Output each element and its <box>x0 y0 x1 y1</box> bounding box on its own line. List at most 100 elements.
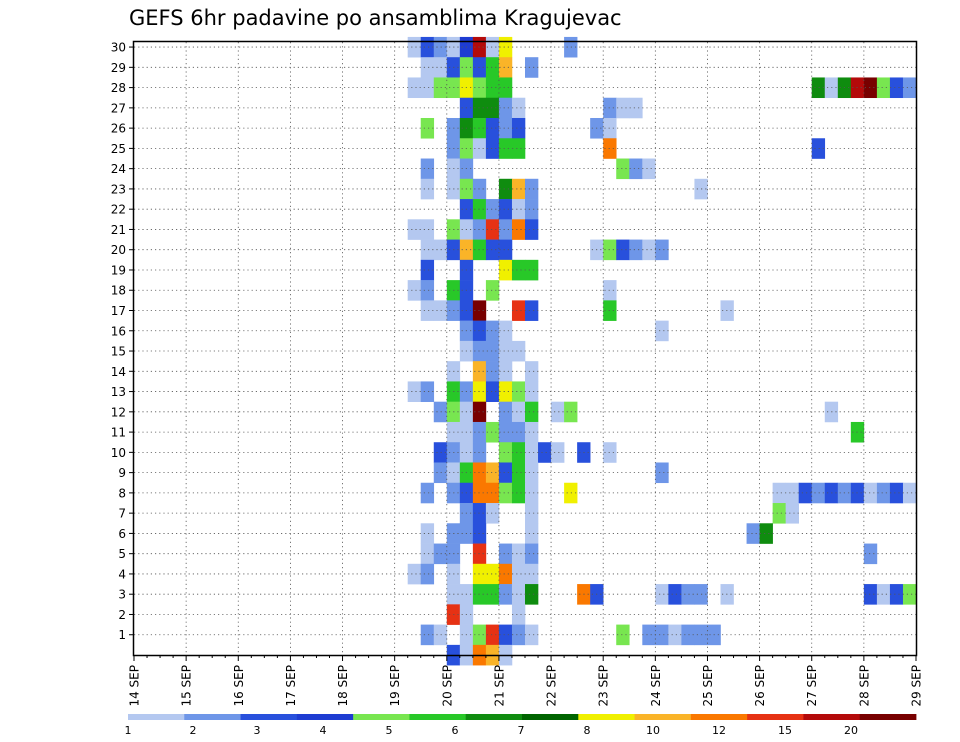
precip-cell <box>511 117 526 139</box>
precip-cell <box>511 259 526 281</box>
precip-cell <box>511 482 526 504</box>
precip-cell <box>642 158 656 180</box>
precip-cell <box>498 624 513 646</box>
chart-title: GEFS 6hr padavine po ansamblima Kragujev… <box>129 6 622 30</box>
y-tick-label: 23 <box>111 182 126 196</box>
precip-cell <box>511 97 526 119</box>
precip-cell <box>511 401 526 423</box>
precip-cell <box>420 178 435 200</box>
colorbar-swatch <box>859 714 917 720</box>
y-tick-label: 16 <box>111 324 126 338</box>
precip-cell <box>407 381 422 402</box>
precip-cell <box>485 117 500 139</box>
precip-cell <box>511 563 526 585</box>
precip-cell <box>407 563 422 585</box>
colorbar: 1 2 3 4 5 6 7 8 10 12 15 20 <box>125 714 917 737</box>
precip-cell <box>876 77 891 99</box>
precip-cell <box>498 117 513 139</box>
precip-cell <box>485 340 500 362</box>
colorbar-swatch <box>240 714 298 720</box>
precip-cell <box>525 219 539 240</box>
precip-cell <box>485 624 500 646</box>
x-tick-label: 27 SEP <box>805 665 819 707</box>
precip-cell <box>525 57 539 78</box>
precip-cell <box>681 584 695 605</box>
precip-cell <box>433 624 448 646</box>
precip-cell <box>668 584 682 605</box>
precip-cell <box>642 239 656 261</box>
precip-cell <box>433 462 448 484</box>
y-tick-label: 12 <box>111 405 126 419</box>
precip-cell <box>902 77 917 99</box>
colorbar-label: 2 <box>190 724 197 737</box>
precip-cell <box>420 300 435 321</box>
y-tick-label: 3 <box>118 588 126 602</box>
precip-cell <box>811 482 826 504</box>
precip-cell <box>564 482 578 504</box>
precip-cell <box>785 482 799 504</box>
precip-cell <box>485 97 500 119</box>
precip-cell <box>876 584 891 605</box>
precip-cell <box>420 624 435 646</box>
precip-cell <box>629 97 643 119</box>
y-tick-label: 27 <box>111 101 126 115</box>
gridlines <box>134 42 916 655</box>
precip-cell <box>485 381 500 402</box>
y-tick-label: 30 <box>111 41 126 55</box>
y-tick-label: 18 <box>111 284 126 298</box>
precip-cell <box>498 97 513 119</box>
precip-cell <box>485 280 500 301</box>
y-tick-label: 8 <box>118 486 126 500</box>
x-tick-label: 18 SEP <box>336 665 350 707</box>
y-tick-label: 28 <box>111 81 126 95</box>
precip-cell <box>551 442 565 463</box>
x-tick-label: 23 SEP <box>597 665 611 707</box>
precip-cell <box>485 503 500 524</box>
precip-cell <box>485 77 500 99</box>
y-tick-label: 29 <box>111 61 126 75</box>
colorbar-swatch <box>747 714 804 720</box>
precip-cell <box>525 584 539 605</box>
precip-cell <box>655 624 669 646</box>
precip-cell <box>629 239 643 261</box>
precip-cell <box>420 57 435 78</box>
precip-cell <box>420 117 435 139</box>
precip-cell <box>433 300 448 321</box>
y-axis: 1234567891011121314151617181920212223242… <box>111 41 134 642</box>
precip-cell <box>525 401 539 423</box>
precip-cell <box>498 584 513 605</box>
precip-cell <box>603 300 617 321</box>
precip-cell <box>511 604 526 625</box>
precip-cell <box>420 280 435 301</box>
precip-cell <box>420 239 435 261</box>
precip-cell <box>498 482 513 504</box>
precip-cell <box>485 239 500 261</box>
y-tick-label: 25 <box>111 142 126 156</box>
precip-cell <box>498 199 513 220</box>
precip-cell <box>498 178 513 200</box>
precip-cell <box>511 138 526 159</box>
precip-cell <box>485 563 500 585</box>
precip-cell <box>420 259 435 281</box>
y-tick-label: 19 <box>111 263 126 277</box>
precip-cell <box>525 482 539 504</box>
y-tick-label: 6 <box>118 527 126 541</box>
precip-cell <box>407 77 422 99</box>
precip-cell <box>511 584 526 605</box>
precip-cell <box>485 584 500 605</box>
colorbar-swatch <box>690 714 748 720</box>
y-tick-label: 5 <box>118 547 126 561</box>
colorbar-swatch <box>353 714 410 720</box>
colorbar-swatch <box>634 714 692 720</box>
precip-cell <box>498 543 513 565</box>
precip-cell <box>889 584 904 605</box>
precip-cell <box>863 543 878 565</box>
precip-cell <box>746 523 760 544</box>
precip-cell <box>603 442 617 463</box>
colorbar-label: 20 <box>844 724 858 737</box>
colorbar-swatch <box>128 714 185 720</box>
colorbar-swatch <box>522 714 579 720</box>
precip-cell <box>433 442 448 463</box>
precip-cell <box>525 300 539 321</box>
precip-cell <box>811 77 826 99</box>
